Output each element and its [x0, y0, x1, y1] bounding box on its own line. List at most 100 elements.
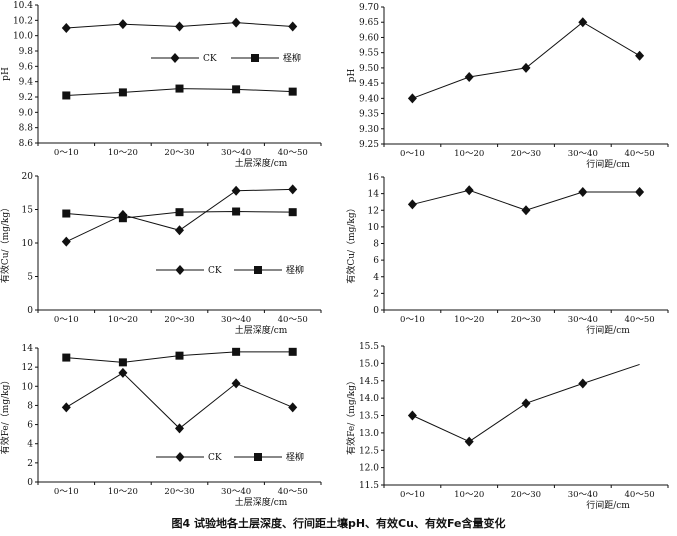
- diamond-marker: [61, 23, 71, 33]
- x-tick-label: 10～20: [108, 148, 138, 158]
- diamond-marker: [464, 72, 474, 83]
- y-axis-label: 有效Fe/（mg/kg）: [0, 376, 11, 455]
- y-tick-label: 4: [27, 440, 33, 450]
- legend: CK 柽柳: [156, 264, 304, 276]
- y-tick-label: 8.8: [19, 124, 34, 134]
- y-tick-label: 9.8: [19, 47, 34, 57]
- y-tick-label: 13.0: [359, 429, 379, 439]
- diamond-marker: [170, 53, 180, 63]
- y-tick-label: 14.5: [359, 377, 379, 387]
- x-tick-label: 0～10: [400, 490, 425, 500]
- x-tick-label: 20～30: [511, 490, 541, 500]
- y-tick-label: 10: [22, 382, 34, 392]
- x-axis-label: 行间距/cm: [586, 499, 630, 511]
- y-tick-label: 9.65: [359, 18, 379, 28]
- diamond-marker: [578, 186, 588, 197]
- diamond-marker: [288, 402, 298, 413]
- y-tick-label: 8: [373, 240, 379, 250]
- y-tick-label: 9.2: [19, 93, 33, 103]
- square-marker: [288, 347, 297, 356]
- legend-label: 柽柳: [283, 52, 301, 64]
- square-marker: [232, 207, 241, 216]
- diamond-marker: [175, 452, 185, 462]
- x-tick-label: 30～40: [568, 149, 598, 159]
- y-tick-label: 9.55: [359, 49, 379, 59]
- x-tick-label: 30～40: [221, 148, 251, 158]
- x-tick-label: 40～50: [278, 487, 308, 497]
- diamond-marker: [578, 378, 588, 389]
- y-tick-label: 15: [22, 206, 34, 216]
- diamond-marker: [521, 62, 531, 73]
- x-tick-label: 30～40: [568, 315, 598, 325]
- square-marker: [175, 84, 184, 93]
- x-tick-label: 40～50: [625, 315, 655, 325]
- y-tick-label: 9.70: [359, 3, 379, 13]
- legend-label: CK: [208, 453, 222, 463]
- x-tick-label: 40～50: [625, 490, 655, 500]
- diamond-marker: [118, 367, 128, 378]
- y-tick-label: 9.35: [359, 110, 379, 120]
- y-tick-label: 20: [22, 172, 34, 182]
- square-marker: [288, 87, 297, 96]
- x-tick-label: 0～10: [54, 148, 79, 158]
- diamond-marker: [464, 185, 474, 196]
- y-tick-label: 0: [27, 306, 33, 316]
- y-tick-label: 14: [22, 344, 34, 354]
- y-tick-label: 8.6: [19, 139, 34, 149]
- diamond-marker: [464, 436, 474, 447]
- x-tick-label: 40～50: [625, 149, 655, 159]
- y-tick-label: 9.25: [359, 140, 379, 150]
- diamond-marker: [521, 205, 531, 216]
- x-axis-label: 土层深度/cm: [235, 157, 288, 169]
- y-tick-label: 10: [368, 223, 380, 233]
- y-tick-label: 9.40: [359, 94, 379, 104]
- legend: CK 柽柳: [151, 52, 301, 64]
- diamond-marker: [61, 402, 71, 413]
- square-marker: [232, 85, 241, 94]
- square-marker: [62, 209, 71, 218]
- chart-ph-depth: 8.6 8.8 9.0 9.2 9.4 9.6 9.8 10.0 10.2 10.4 0～10 10～…: [1, 1, 322, 169]
- y-axis-label: pH: [347, 69, 357, 83]
- square-marker: [288, 208, 297, 217]
- x-axis-label: 行间距/cm: [586, 324, 630, 336]
- chart-fe-depth: 0 2 4 6 8 10 12 14 0～10 10～20 20～30 30～40 40～50土层深度/…: [0, 344, 322, 508]
- x-tick-label: 40～50: [278, 315, 308, 325]
- y-tick-label: 2: [373, 289, 379, 299]
- y-tick-label: 10.0: [13, 32, 33, 42]
- square-marker: [118, 214, 127, 223]
- y-tick-label: 16: [368, 173, 380, 183]
- y-tick-label: 9.6: [19, 62, 34, 72]
- y-tick-label: 9.50: [359, 64, 379, 74]
- diamond-marker: [407, 93, 417, 104]
- x-tick-label: 20～30: [164, 487, 194, 497]
- legend-label: 柽柳: [286, 451, 304, 463]
- series-line: [412, 21, 640, 99]
- square-marker: [118, 358, 127, 367]
- diamond-marker: [521, 398, 531, 409]
- x-tick-label: 20～30: [511, 315, 541, 325]
- square-marker: [175, 208, 184, 217]
- diamond-marker: [175, 225, 184, 236]
- diamond-marker: [407, 410, 417, 421]
- y-tick-label: 9.4: [19, 78, 34, 88]
- figure-caption: 图4 试验地各土层深度、行间距土壤pH、有效Cu、有效Fe含量变化: [171, 517, 506, 530]
- y-tick-label: 5: [27, 273, 33, 283]
- diamond-marker: [635, 50, 645, 61]
- x-tick-label: 10～20: [454, 490, 484, 500]
- x-tick-label: 10～20: [454, 315, 484, 325]
- x-tick-label: 10～20: [454, 149, 484, 159]
- x-tick-label: 30～40: [221, 487, 251, 497]
- y-tick-label: 10.4: [13, 1, 33, 11]
- chart-fe-row: 11.5 12.0 12.5 13.0 13.5 14.0 14.5 15.0 15.5 0～10…: [345, 342, 669, 511]
- y-tick-label: 9.0: [19, 108, 34, 118]
- x-tick-label: 0～10: [54, 315, 79, 325]
- legend-label: CK: [203, 54, 217, 64]
- y-tick-label: 0: [373, 306, 379, 316]
- y-tick-label: 12.5: [359, 446, 379, 456]
- diamond-marker: [288, 21, 298, 32]
- y-tick-label: 12: [368, 206, 379, 216]
- square-marker: [254, 266, 262, 274]
- x-tick-label: 20～30: [164, 148, 194, 158]
